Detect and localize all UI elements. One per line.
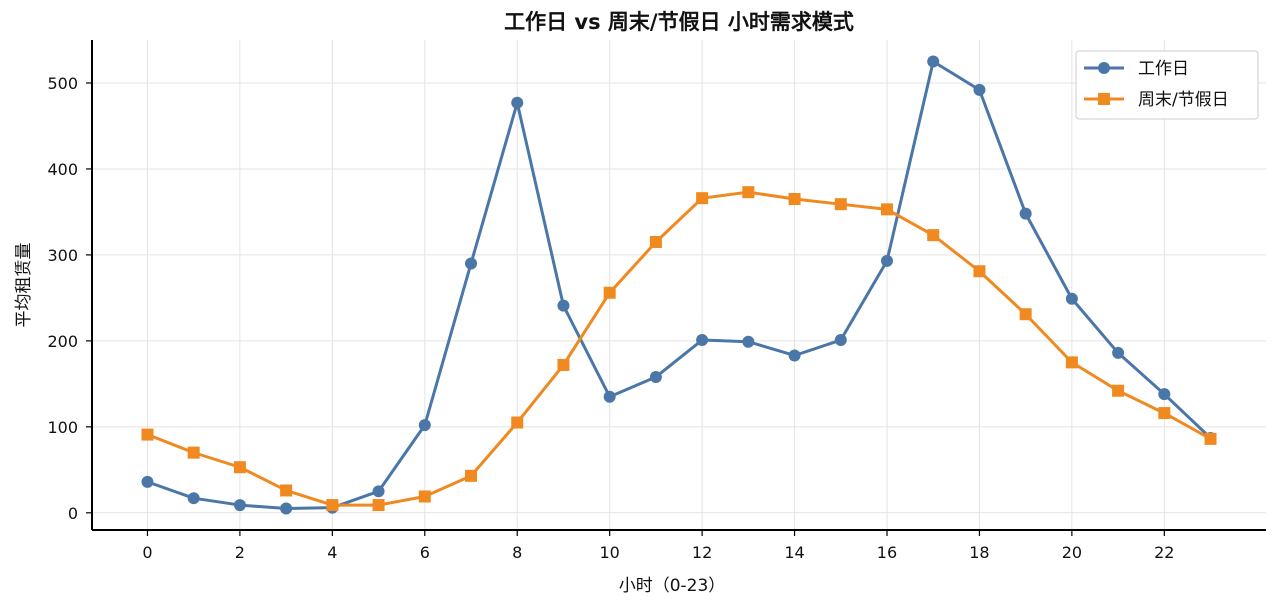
chart-title: 工作日 vs 周末/节假日 小时需求模式	[504, 10, 854, 34]
data-point-circle	[788, 349, 801, 362]
data-point-circle	[696, 334, 709, 347]
legend-label-weekday: 工作日	[1138, 59, 1189, 79]
x-tick-label: 16	[877, 543, 897, 562]
legend-label-weekend: 周末/节假日	[1138, 90, 1229, 110]
x-tick-label: 14	[784, 543, 804, 562]
data-point-square	[696, 192, 709, 205]
legend-marker-weekend	[1098, 93, 1110, 105]
x-tick-label: 12	[692, 543, 712, 562]
data-point-circle	[465, 257, 478, 270]
data-point-circle	[927, 55, 940, 68]
data-point-circle	[1112, 346, 1125, 359]
x-tick-label: 2	[235, 543, 245, 562]
data-point-circle	[1065, 292, 1078, 305]
x-tick-label: 20	[1062, 543, 1082, 562]
axes	[91, 40, 1266, 531]
data-point-square	[1112, 384, 1125, 397]
data-point-circle	[372, 485, 385, 498]
y-tick-label: 400	[47, 160, 78, 179]
data-point-circle	[973, 83, 986, 96]
x-tick-label: 18	[969, 543, 989, 562]
data-point-square	[1158, 407, 1171, 420]
data-point-square	[372, 499, 385, 512]
data-point-square	[280, 484, 293, 497]
series-layer	[141, 55, 1217, 515]
data-point-circle	[280, 502, 293, 515]
data-point-square	[927, 229, 940, 242]
data-point-square	[418, 490, 431, 503]
series-line-0	[146, 59, 1212, 511]
y-tick-label: 200	[47, 332, 78, 351]
data-point-circle	[742, 335, 755, 348]
data-point-square	[1019, 308, 1032, 321]
y-tick-label: 500	[47, 74, 78, 93]
legend-marker-weekday	[1098, 62, 1110, 74]
data-point-square	[141, 428, 154, 441]
data-point-circle	[511, 96, 524, 109]
data-point-square	[973, 265, 986, 278]
data-point-circle	[557, 299, 570, 312]
legend: 工作日 周末/节假日	[1075, 50, 1259, 120]
data-point-circle	[834, 334, 847, 347]
data-point-square	[1065, 356, 1078, 369]
data-point-square	[1204, 432, 1217, 445]
x-axis-label: 小时（0-23）	[619, 576, 726, 596]
y-tick-label: 100	[47, 418, 78, 437]
data-point-square	[788, 193, 801, 206]
data-point-circle	[603, 390, 616, 403]
data-point-square	[511, 416, 524, 429]
data-point-circle	[233, 499, 246, 512]
data-point-circle	[880, 254, 893, 267]
data-point-square	[742, 186, 755, 199]
data-point-circle	[649, 370, 662, 383]
data-point-square	[834, 198, 847, 211]
data-point-square	[233, 461, 246, 474]
data-point-square	[649, 236, 662, 249]
data-point-circle	[1019, 207, 1032, 220]
data-point-square	[326, 499, 339, 512]
x-tick-label: 10	[599, 543, 619, 562]
y-tick-label: 300	[47, 246, 78, 265]
x-tick-label: 6	[420, 543, 430, 562]
data-point-circle	[1158, 388, 1171, 401]
data-point-circle	[418, 419, 431, 432]
y-tick-label: 0	[68, 504, 78, 523]
grid-lines	[92, 40, 1266, 530]
x-tick-label: 22	[1154, 543, 1174, 562]
x-tick-label: 4	[327, 543, 337, 562]
y-axis-label: 平均租赁量	[14, 243, 34, 328]
data-point-square	[603, 286, 616, 299]
data-point-circle	[187, 492, 200, 505]
data-point-square	[465, 469, 478, 482]
data-point-square	[557, 358, 570, 371]
x-tick-label: 0	[142, 543, 152, 562]
x-tick-label: 8	[512, 543, 522, 562]
data-point-square	[187, 446, 200, 459]
tick-labels: 0 2 4 6 8 10 12 14 16 18 20 22 0 100 200 300 400 500	[47, 74, 1174, 562]
data-point-square	[880, 203, 893, 216]
data-point-circle	[141, 475, 154, 488]
series-line-1	[146, 190, 1212, 507]
